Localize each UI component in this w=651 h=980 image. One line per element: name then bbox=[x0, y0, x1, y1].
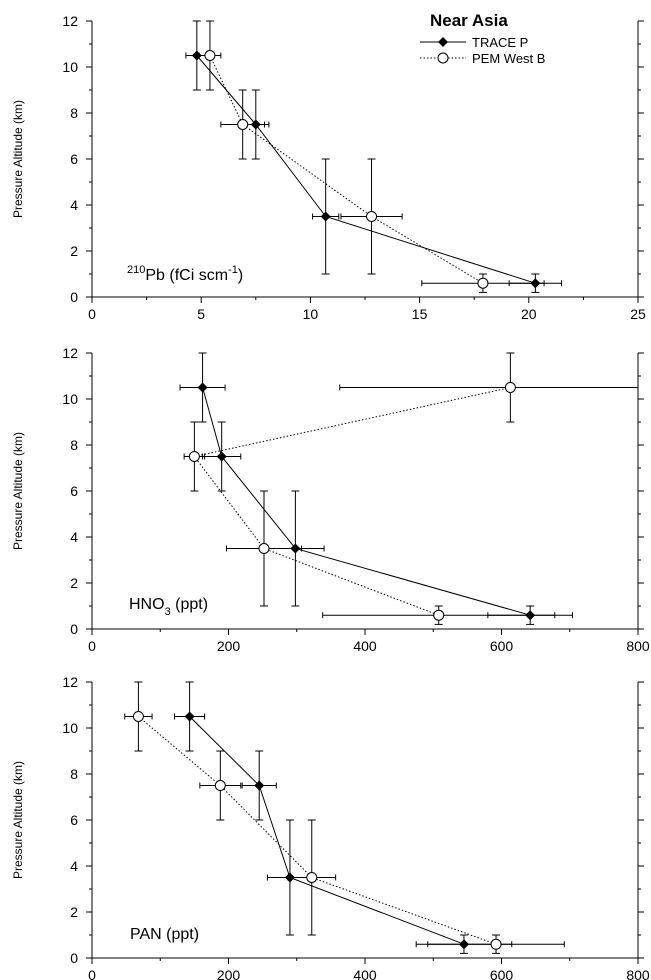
data-point-pem-west-b bbox=[132, 711, 144, 722]
plot-area bbox=[185, 20, 563, 293]
data-point-pem-west-b bbox=[188, 451, 200, 462]
x-tick-label: 800 bbox=[626, 967, 650, 980]
x-tick-label: 10 bbox=[303, 306, 319, 322]
data-point-trace-p bbox=[184, 711, 195, 722]
x-tick-label: 0 bbox=[88, 967, 96, 980]
data-point-pem-west-b bbox=[204, 50, 216, 61]
data-point-trace-p bbox=[254, 780, 265, 791]
legend: TRACE P PEM West B bbox=[420, 35, 545, 66]
data-point-pem-west-b bbox=[258, 543, 270, 554]
panel-1: 0 5 10 15 20 25 0 2 4 6 8 10 12 Pressure Altitude (km… bbox=[11, 13, 646, 322]
species-label-main: Pb (fCi scm bbox=[145, 267, 228, 284]
data-point-pem-west-b bbox=[433, 609, 445, 621]
data-point-trace-p bbox=[320, 211, 331, 222]
legend-trace-p-label: TRACE P bbox=[472, 35, 528, 50]
data-point-pem-west-b bbox=[214, 780, 226, 791]
data-point-pem-west-b bbox=[306, 872, 318, 883]
y-tick-label: 10 bbox=[62, 59, 78, 75]
x-tick-label: 25 bbox=[630, 306, 646, 322]
y-tick-label: 10 bbox=[62, 720, 78, 736]
x-tick-label: 200 bbox=[217, 967, 241, 980]
panel-2: 0 200 400 600 800 0 2 4 6 8 10 12 Pressure Altitude … bbox=[11, 345, 650, 654]
y-tick-label: 8 bbox=[70, 766, 78, 782]
species-label-main: PAN bbox=[130, 926, 162, 943]
data-point-pem-west-b bbox=[477, 277, 489, 289]
species-label-subscript: 3 bbox=[165, 606, 171, 618]
y-tick-label: 12 bbox=[62, 674, 78, 690]
y-tick-label: 2 bbox=[70, 904, 78, 920]
x-tick-label: 400 bbox=[353, 638, 377, 654]
y-tick-label: 2 bbox=[70, 243, 78, 259]
x-tick-label: 200 bbox=[217, 638, 241, 654]
species-label-rest: ) bbox=[238, 267, 243, 284]
y-tick-label: 2 bbox=[70, 575, 78, 591]
y-tick-label: 12 bbox=[62, 345, 78, 361]
plot-area bbox=[179, 352, 638, 625]
species-label-superscript: 210 bbox=[127, 264, 145, 276]
x-tick-label: 5 bbox=[197, 306, 205, 322]
series-line-pem-west-b bbox=[138, 716, 497, 945]
data-point-trace-p bbox=[197, 382, 208, 393]
species-label-main: HNO bbox=[129, 596, 165, 613]
y-tick-label: 4 bbox=[70, 529, 78, 545]
legend-trace-p-marker bbox=[438, 37, 448, 47]
y-tick-label: 8 bbox=[70, 105, 78, 121]
y-tick-label: 0 bbox=[70, 950, 78, 966]
series-line-pem-west-b bbox=[209, 55, 484, 284]
x-tick-label: 600 bbox=[490, 967, 514, 980]
figure-title: Near Asia bbox=[430, 11, 508, 30]
y-axis-label: Pressure Altitude (km) bbox=[11, 761, 25, 879]
species-label-superscript: -1 bbox=[228, 264, 238, 276]
y-tick-label: 6 bbox=[70, 483, 78, 499]
data-point-pem-west-b bbox=[366, 211, 378, 222]
y-tick-label: 8 bbox=[70, 437, 78, 453]
x-tick-label: 0 bbox=[88, 306, 96, 322]
y-tick-label: 4 bbox=[70, 858, 78, 874]
species-label-rest: (ppt) bbox=[171, 596, 208, 613]
series-line-trace-p bbox=[189, 716, 465, 945]
species-label: 210Pb (fCi scm-1) bbox=[127, 264, 243, 284]
x-tick-label: 0 bbox=[88, 638, 96, 654]
series-line-trace-p bbox=[202, 387, 531, 616]
legend-pem-west-b-marker bbox=[437, 52, 449, 64]
panel-3: 0 200 400 600 800 0 2 4 6 8 10 12 Pressure Altitude … bbox=[11, 674, 650, 980]
species-label: HNO3 (ppt) bbox=[129, 596, 208, 618]
y-tick-label: 6 bbox=[70, 812, 78, 828]
y-tick-label: 6 bbox=[70, 151, 78, 167]
y-tick-label: 0 bbox=[70, 621, 78, 637]
species-label: PAN (ppt) bbox=[130, 926, 199, 943]
legend-pem-west-b-label: PEM West B bbox=[472, 51, 545, 66]
y-axis-label: Pressure Altitude (km) bbox=[11, 100, 25, 218]
x-tick-label: 20 bbox=[521, 306, 537, 322]
y-tick-label: 10 bbox=[62, 391, 78, 407]
x-tick-label: 15 bbox=[412, 306, 428, 322]
y-tick-label: 4 bbox=[70, 197, 78, 213]
species-label-rest: (ppt) bbox=[162, 926, 199, 943]
y-tick-label: 0 bbox=[70, 289, 78, 305]
x-tick-label: 400 bbox=[353, 967, 377, 980]
series-line-pem-west-b bbox=[193, 387, 511, 616]
y-axis-label: Pressure Altitude (km) bbox=[11, 432, 25, 550]
plot-area bbox=[124, 681, 565, 954]
data-point-trace-p bbox=[216, 451, 227, 462]
data-point-pem-west-b bbox=[490, 938, 502, 950]
x-tick-label: 600 bbox=[490, 638, 514, 654]
series-line-trace-p bbox=[196, 55, 536, 284]
data-point-pem-west-b bbox=[237, 119, 249, 130]
data-point-pem-west-b bbox=[504, 382, 516, 393]
x-tick-label: 800 bbox=[626, 638, 650, 654]
y-tick-label: 12 bbox=[62, 13, 78, 29]
